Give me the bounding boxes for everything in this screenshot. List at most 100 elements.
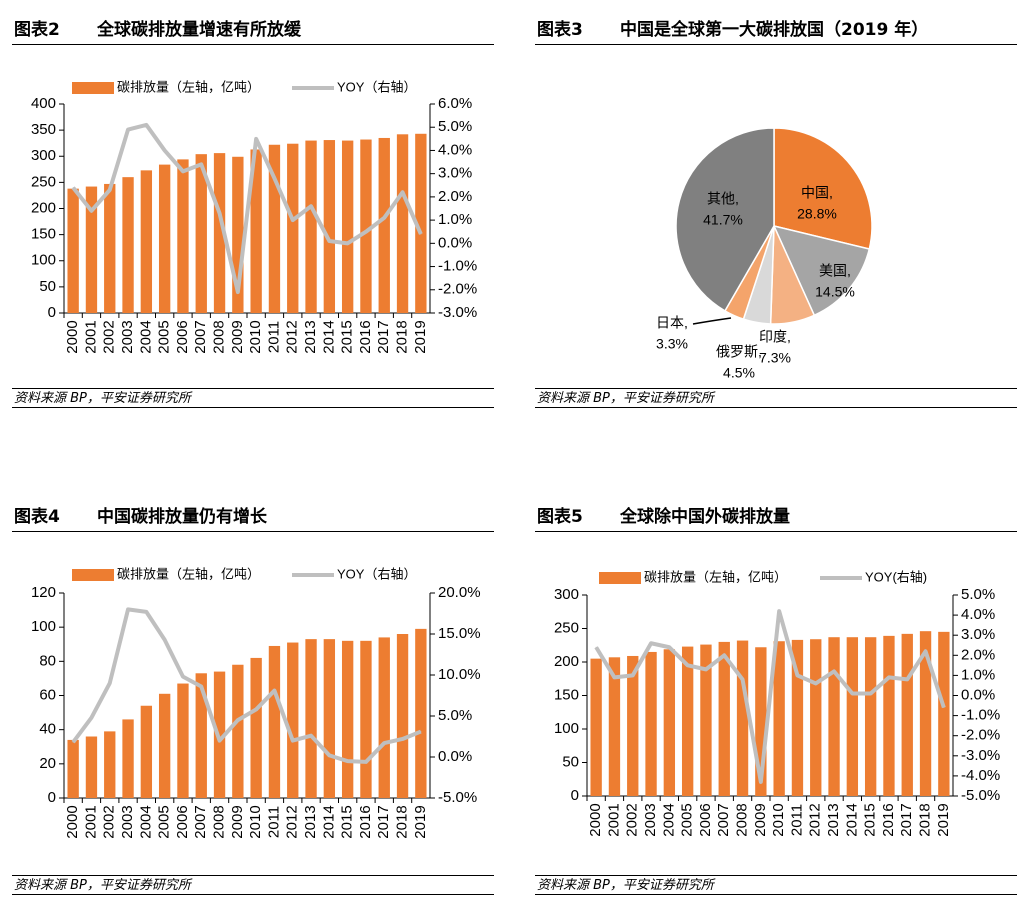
- yoy-point: [255, 138, 257, 140]
- bar: [67, 188, 79, 313]
- yoy-point: [365, 231, 367, 233]
- yoy-point: [851, 692, 853, 694]
- right-tick-label: -4.0%: [961, 767, 1000, 784]
- bar: [919, 631, 932, 796]
- right-tick-label: -5.0%: [961, 787, 1000, 804]
- yoy-point: [888, 676, 890, 678]
- x-tick-label: 2006: [174, 320, 191, 353]
- x-tick-label: 2003: [642, 803, 659, 836]
- x-tick-label: 2008: [211, 320, 228, 353]
- yoy-point: [182, 170, 184, 172]
- right-tick-label: 2.0%: [961, 646, 995, 663]
- x-tick-label: 2000: [64, 320, 81, 353]
- bar: [341, 640, 354, 798]
- x-tick-label: 2014: [843, 803, 860, 836]
- yoy-point: [402, 191, 404, 193]
- x-tick-label: 2016: [357, 805, 374, 838]
- bar: [901, 633, 913, 796]
- panel-country-share: 图表3 中国是全球第一大碳排放国（2019 年） 中国, 28.8% 美国, 14.5…: [535, 16, 1017, 416]
- x-tick-label: 2005: [156, 320, 173, 353]
- left-tick-label: 150: [554, 686, 579, 703]
- right-tick-label: 4.0%: [438, 141, 472, 158]
- legend-bar-swatch: [599, 572, 641, 584]
- yoy-point: [237, 719, 239, 721]
- bar: [791, 639, 804, 796]
- exchina-emissions-chart: 碳排放量（左轴，亿吨） YOY(右轴) 0 50 100 150 200 250 300 -5.0…: [554, 569, 1000, 836]
- right-tick-label: 2.0%: [438, 188, 472, 205]
- x-tick-label: 2010: [247, 805, 264, 838]
- legend-bar-label: 碳排放量（左轴，亿吨）: [644, 569, 787, 584]
- yoy-line: [71, 607, 422, 764]
- legend-bar-swatch: [72, 569, 114, 581]
- x-tick-label: 2014: [320, 320, 337, 353]
- bar: [140, 705, 153, 798]
- left-tick-label: 250: [554, 619, 579, 636]
- yoy-point: [145, 611, 147, 613]
- right-tick-label: 5.0%: [438, 707, 472, 724]
- bar: [140, 170, 153, 313]
- x-tick-label: 2009: [752, 803, 769, 836]
- panel-global-emissions: 图表2 全球碳排放量增速有所放缓 碳排放量（左轴，亿吨） YOY（右轴） 0 50 10…: [12, 16, 494, 416]
- yoy-point: [383, 742, 385, 744]
- yoy-point: [383, 217, 385, 219]
- source-note: 资料来源 BP，平安证券研究所: [12, 388, 494, 408]
- right-tick-label: 5.0%: [438, 118, 472, 135]
- bar: [608, 657, 621, 796]
- bar: [323, 639, 336, 798]
- right-tick-label: -1.0%: [961, 707, 1000, 724]
- right-tick-label: 20.0%: [438, 584, 481, 601]
- right-tick-label: 0.0%: [961, 686, 995, 703]
- bar: [195, 154, 207, 313]
- x-tick-label: 2010: [247, 320, 264, 353]
- figure-number: 图表4: [14, 507, 60, 527]
- right-tick-label: -1.0%: [438, 258, 477, 275]
- bar: [122, 177, 134, 313]
- pie-slice: [772, 224, 871, 317]
- left-tick-label: 120: [31, 584, 56, 601]
- pie-label-name: 其他,: [707, 191, 739, 207]
- legend-line-label: YOY(右轴): [865, 569, 927, 584]
- yoy-point: [613, 676, 615, 678]
- bar: [736, 640, 749, 796]
- bar: [305, 639, 317, 798]
- bar: [85, 736, 98, 798]
- legend-bar-label: 碳排放量（左轴，亿吨）: [117, 79, 260, 94]
- right-tick-label: 6.0%: [438, 95, 472, 112]
- x-tick-label: 2011: [265, 321, 282, 353]
- yoy-point: [742, 678, 744, 680]
- yoy-point: [778, 610, 780, 612]
- x-tick-label: 2000: [64, 805, 81, 838]
- bar: [415, 133, 427, 313]
- x-tick-label: 2019: [935, 803, 952, 836]
- left-tick-label: 150: [31, 226, 56, 243]
- bar: [268, 645, 281, 798]
- pie-label-value: 7.3%: [759, 350, 791, 366]
- bar: [195, 673, 207, 798]
- yoy-point: [164, 639, 166, 641]
- yoy-point: [815, 682, 817, 684]
- country-share-pie: 中国, 28.8% 美国, 14.5% 印度, 7.3%俄罗斯, 4.5% 日本, 3.3% 其他…: [656, 127, 873, 381]
- x-tick-label: 2001: [82, 320, 99, 353]
- source-note: 资料来源 BP，平安证券研究所: [12, 875, 494, 895]
- x-tick-label: 2012: [284, 805, 301, 838]
- bar: [104, 731, 116, 798]
- bar: [663, 649, 676, 796]
- left-tick-label: 60: [39, 686, 56, 703]
- right-tick-label: 4.0%: [961, 606, 995, 623]
- right-tick-label: 10.0%: [438, 666, 481, 683]
- bar: [938, 631, 950, 796]
- right-tick-label: 5.0%: [961, 586, 995, 603]
- legend-bar-label: 碳排放量（左轴，亿吨）: [117, 566, 260, 581]
- x-tick-label: 2011: [265, 806, 282, 838]
- x-tick-label: 2019: [412, 320, 429, 353]
- bar: [360, 640, 372, 798]
- yoy-point: [90, 717, 92, 719]
- figure-number: 图表2: [14, 20, 60, 40]
- x-tick-label: 2007: [192, 805, 209, 838]
- right-tick-label: 3.0%: [438, 165, 472, 182]
- figure-number: 图表3: [537, 20, 583, 40]
- left-tick-label: 100: [31, 252, 56, 269]
- bar: [232, 156, 244, 313]
- x-tick-label: 2013: [302, 805, 319, 838]
- pie-label-value: 4.5%: [723, 365, 755, 381]
